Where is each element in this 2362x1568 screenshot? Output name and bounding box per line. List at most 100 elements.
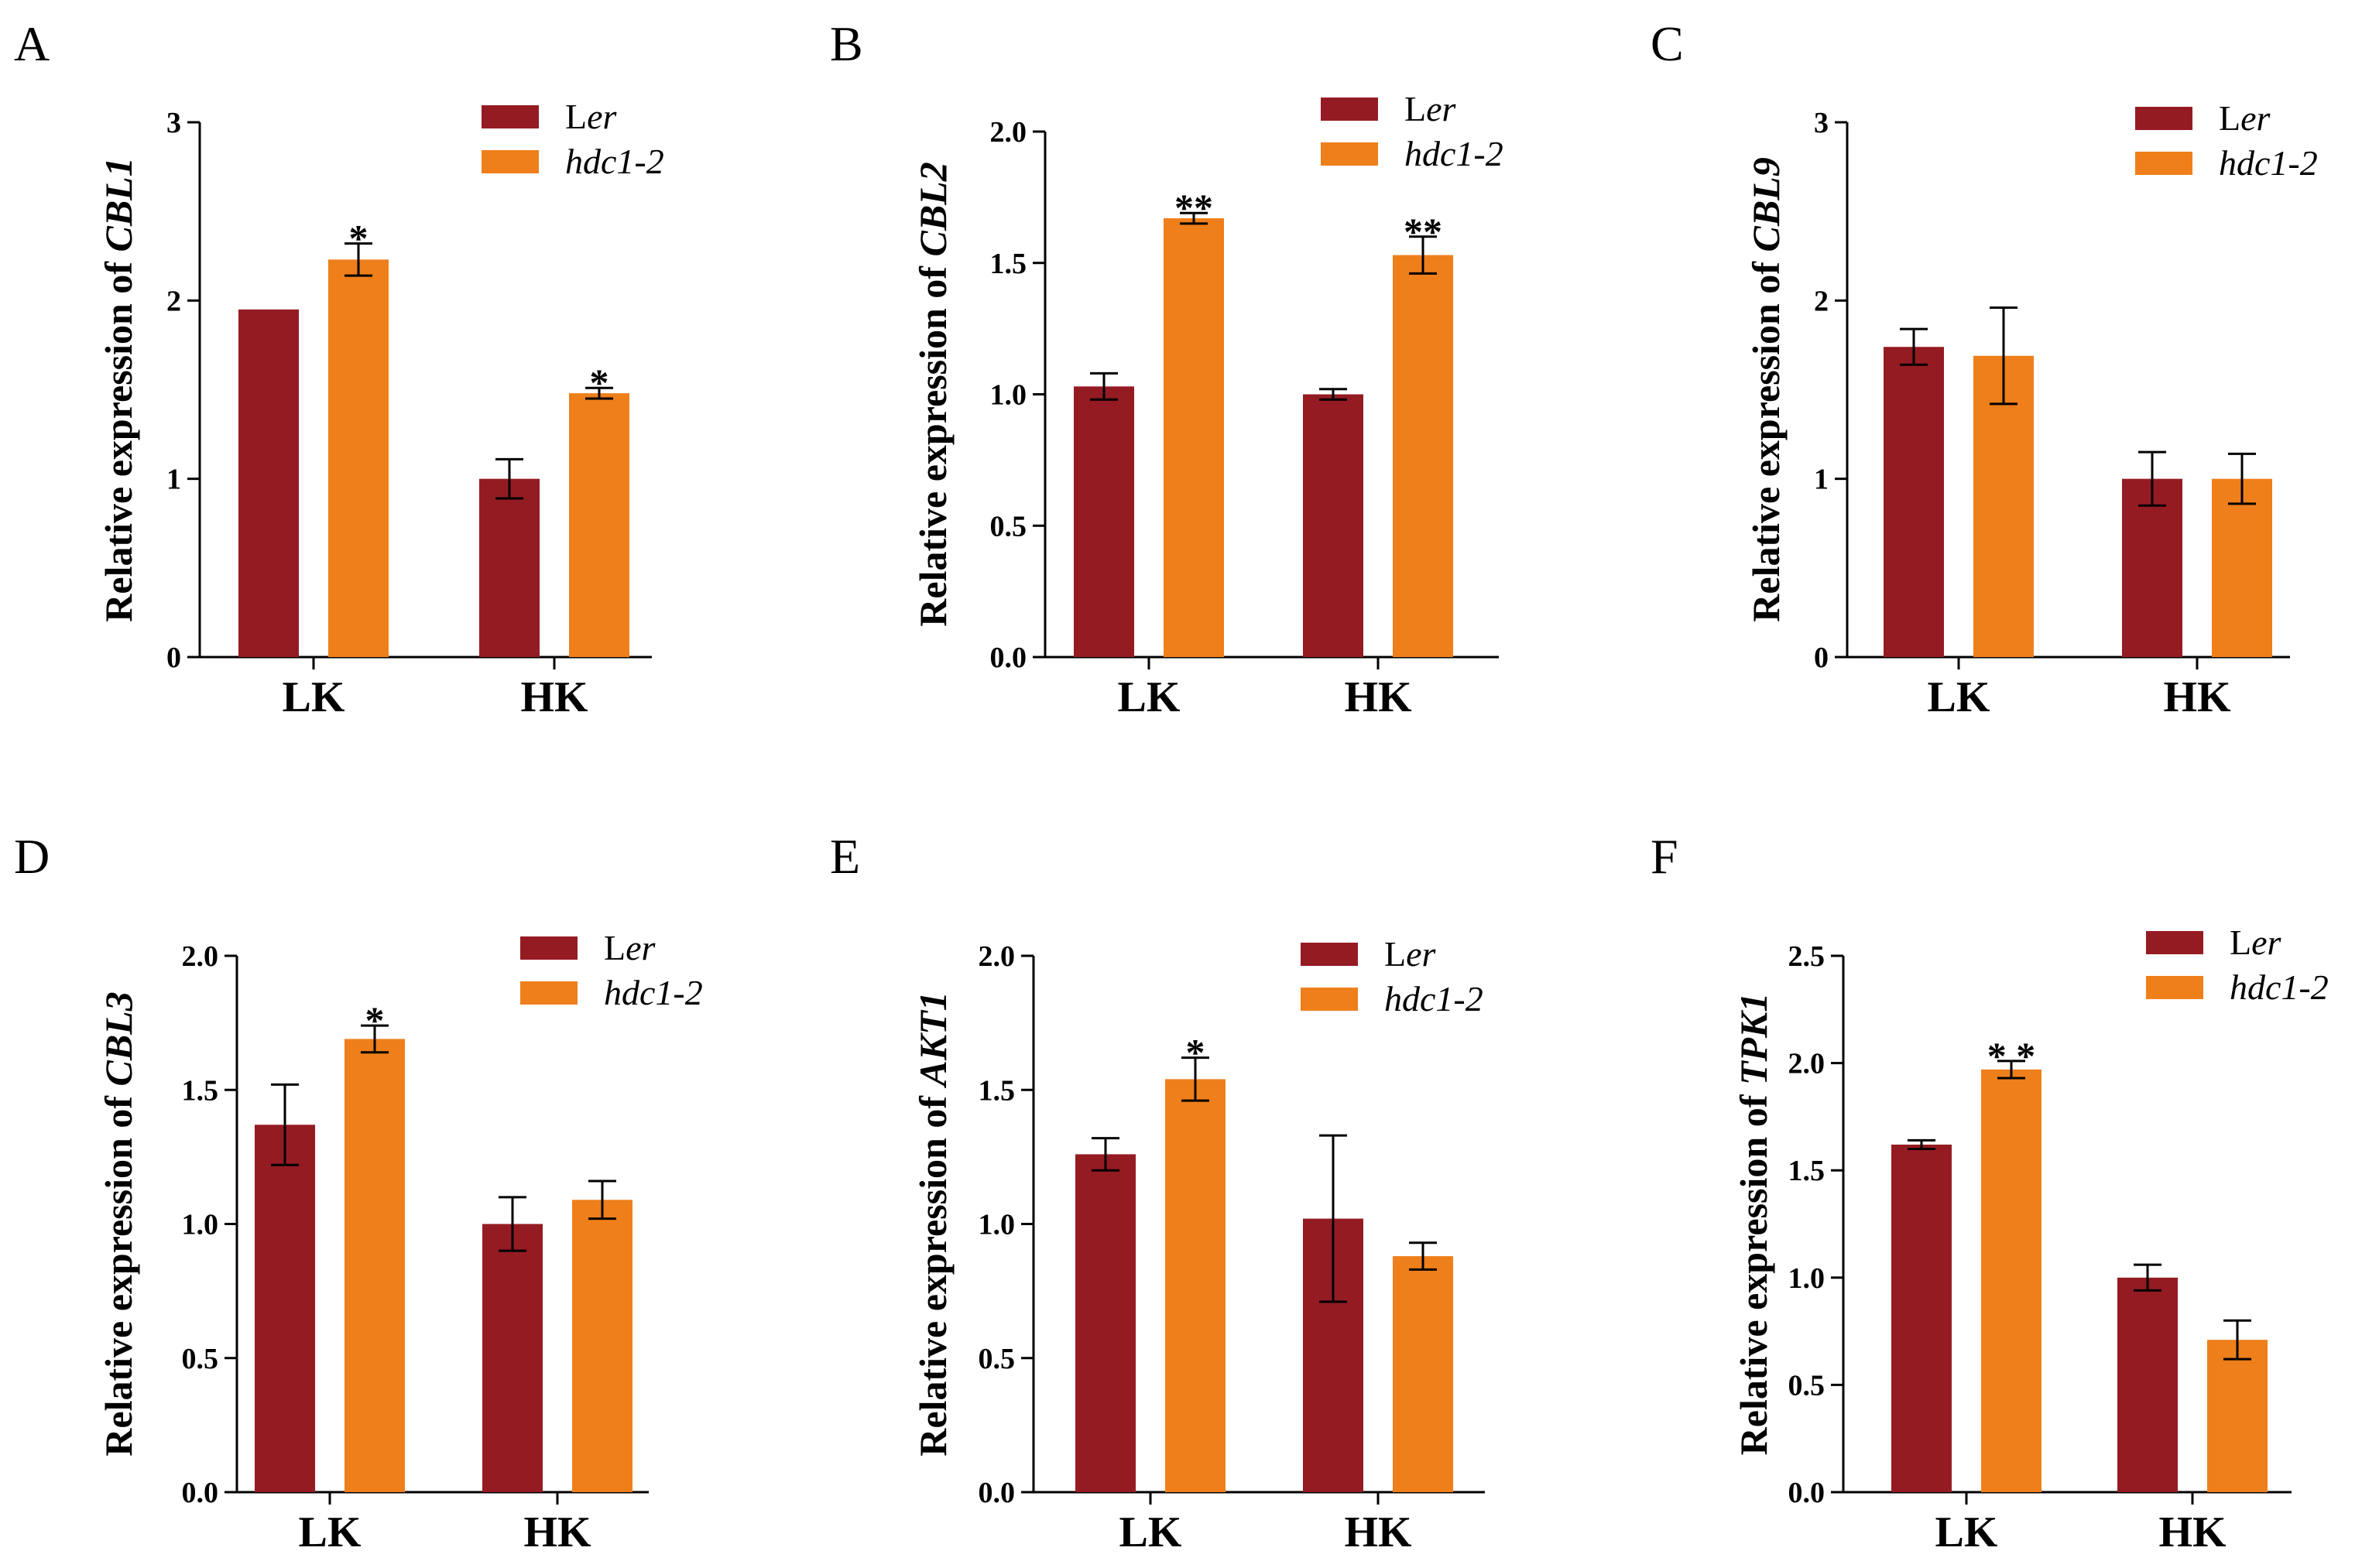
y-axis-label-prefix: Relative expression of bbox=[97, 252, 140, 622]
bar-hdc1-2-lk bbox=[1165, 1079, 1226, 1492]
panel-d: D 0.0 0.5 1.0 1.5 2.0 Relative expression of C… bbox=[14, 829, 703, 1556]
x-category-label: LK bbox=[1118, 673, 1181, 721]
y-axis-label: Relative expression of TPK1 bbox=[1732, 993, 1775, 1456]
legend-label-ler: Ler bbox=[2219, 98, 2271, 138]
panel-letter: A bbox=[14, 16, 50, 71]
x-category-label: LK bbox=[1935, 1508, 1998, 1556]
legend-swatch-hdc1-2 bbox=[1321, 142, 1378, 166]
y-tick-label: 3 bbox=[166, 107, 181, 139]
y-tick-label: 0.0 bbox=[182, 1477, 219, 1509]
panel-c: C 0 1 2 3 Relative expression of CBL9 LK HK Ler h… bbox=[1651, 16, 2318, 721]
significance-mark: * bbox=[349, 217, 369, 260]
x-category-label: LK bbox=[299, 1508, 362, 1556]
x-category-label: HK bbox=[1344, 1508, 1412, 1556]
panel-letter: C bbox=[1651, 16, 1684, 71]
legend-swatch-ler bbox=[2135, 107, 2192, 130]
x-category-label: LK bbox=[1119, 1508, 1182, 1556]
bar-ler-hk bbox=[2122, 478, 2182, 657]
legend-label-hdc1-2: hdc1-2 bbox=[2230, 967, 2329, 1007]
y-axis-label-prefix: Relative expression of bbox=[97, 1087, 140, 1457]
legend-swatch-ler bbox=[520, 936, 578, 960]
y-axis-label: Relative expression of CBL2 bbox=[911, 162, 955, 626]
y-tick-label: 0 bbox=[1814, 642, 1829, 674]
legend-label-ler-suffix: er bbox=[2251, 923, 2281, 962]
panel-letter: F bbox=[1651, 829, 1678, 884]
legend-label-ler-prefix: L bbox=[604, 928, 626, 967]
y-tick-label: 1.5 bbox=[979, 1074, 1016, 1107]
y-tick-label: 2.0 bbox=[979, 940, 1016, 973]
y-tick-label: 0.0 bbox=[990, 642, 1027, 674]
y-tick-label: 2.5 bbox=[1788, 940, 1825, 973]
legend: Ler hdc1-2 bbox=[1321, 89, 1503, 173]
bar-hdc1-2-hk bbox=[569, 393, 629, 657]
x-category-label: HK bbox=[523, 1508, 591, 1556]
legend-label-hdc1-2: hdc1-2 bbox=[565, 142, 664, 181]
legend: Ler hdc1-2 bbox=[482, 97, 664, 181]
bar-ler-lk bbox=[1074, 386, 1134, 657]
y-axis-label-prefix: Relative expression of bbox=[911, 257, 955, 627]
y-tick-label: 1.5 bbox=[182, 1074, 219, 1107]
legend-swatch-hdc1-2 bbox=[1301, 988, 1358, 1011]
y-tick-label: 2.0 bbox=[990, 116, 1027, 149]
y-tick-label: 0.0 bbox=[979, 1477, 1016, 1509]
y-tick-label: 3 bbox=[1814, 107, 1829, 139]
legend: Ler hdc1-2 bbox=[2146, 923, 2329, 1007]
legend-label-hdc1-2: hdc1-2 bbox=[604, 973, 703, 1012]
y-tick-label: 1 bbox=[166, 464, 181, 496]
panel-f: F 0.0 0.5 1.0 1.5 2.0 2.5 Relative expression o… bbox=[1651, 829, 2329, 1556]
legend-label-hdc1-2: hdc1-2 bbox=[2219, 143, 2318, 183]
y-tick-label: 1 bbox=[1814, 464, 1829, 496]
legend: Ler hdc1-2 bbox=[2135, 98, 2318, 183]
bar-ler-lk bbox=[238, 309, 299, 657]
y-axis-label-prefix: Relative expression of bbox=[911, 1087, 955, 1457]
legend-label-ler: Ler bbox=[1404, 89, 1457, 128]
bar-hdc1-2-lk bbox=[1973, 355, 2034, 657]
x-category-label: HK bbox=[2158, 1508, 2227, 1556]
bar-ler-lk bbox=[1075, 1154, 1136, 1492]
y-axis-label-gene: CBL1 bbox=[97, 157, 140, 252]
y-axis-label-gene: CBL3 bbox=[97, 991, 140, 1086]
y-tick-label: 1.0 bbox=[182, 1209, 219, 1241]
y-tick-label: 1.0 bbox=[979, 1209, 1016, 1241]
x-category-label: LK bbox=[283, 673, 345, 721]
legend-swatch-hdc1-2 bbox=[482, 150, 539, 173]
y-tick-label: 1.5 bbox=[990, 248, 1027, 280]
y-axis-label-prefix: Relative expression of bbox=[1744, 252, 1788, 622]
y-tick-label: 0.5 bbox=[990, 510, 1027, 543]
significance-mark: ** bbox=[1404, 210, 1442, 253]
legend: Ler hdc1-2 bbox=[1301, 934, 1483, 1019]
bar-hdc1-2-hk bbox=[2212, 478, 2272, 657]
y-axis-label: Relative expression of CBL3 bbox=[97, 991, 140, 1456]
legend-label-hdc1-2: hdc1-2 bbox=[1384, 979, 1483, 1019]
legend-label-ler: Ler bbox=[1384, 934, 1437, 974]
y-tick-label: 2 bbox=[166, 285, 181, 317]
bar-ler-hk bbox=[1303, 394, 1363, 657]
y-axis-label-gene: CBL2 bbox=[911, 162, 955, 256]
legend-label-ler: Ler bbox=[565, 97, 618, 136]
y-tick-label: 2.0 bbox=[1788, 1048, 1825, 1080]
legend-label-hdc1-2: hdc1-2 bbox=[1404, 134, 1503, 173]
legend-label-ler-prefix: L bbox=[1404, 89, 1426, 128]
y-axis-label: Relative expression of CBL1 bbox=[97, 157, 140, 621]
panel-letter: E bbox=[830, 829, 860, 884]
bar-hdc1-2-lk bbox=[328, 259, 389, 657]
y-tick-label: 2.0 bbox=[182, 940, 219, 973]
legend-label-ler-suffix: er bbox=[587, 97, 617, 136]
y-tick-label: 2 bbox=[1814, 285, 1829, 317]
legend-label-ler-prefix: L bbox=[1384, 934, 1406, 974]
x-category-label: HK bbox=[520, 673, 588, 721]
bar-ler-hk bbox=[2117, 1277, 2178, 1492]
bar-hdc1-2-hk bbox=[2207, 1340, 2268, 1492]
significance-mark: * bbox=[365, 998, 385, 1042]
y-tick-label: 1.5 bbox=[1788, 1155, 1825, 1187]
x-category-label: LK bbox=[1928, 673, 1990, 721]
y-tick-label: 0.5 bbox=[979, 1343, 1016, 1375]
legend-swatch-ler bbox=[1321, 98, 1378, 121]
legend-label-ler-prefix: L bbox=[2230, 923, 2251, 962]
panel-letter: D bbox=[14, 829, 50, 884]
significance-mark: ** bbox=[1174, 186, 1213, 229]
y-tick-label: 1.0 bbox=[1788, 1262, 1825, 1295]
y-axis-label-gene: AKT1 bbox=[911, 991, 955, 1088]
legend-swatch-ler bbox=[2146, 931, 2203, 954]
